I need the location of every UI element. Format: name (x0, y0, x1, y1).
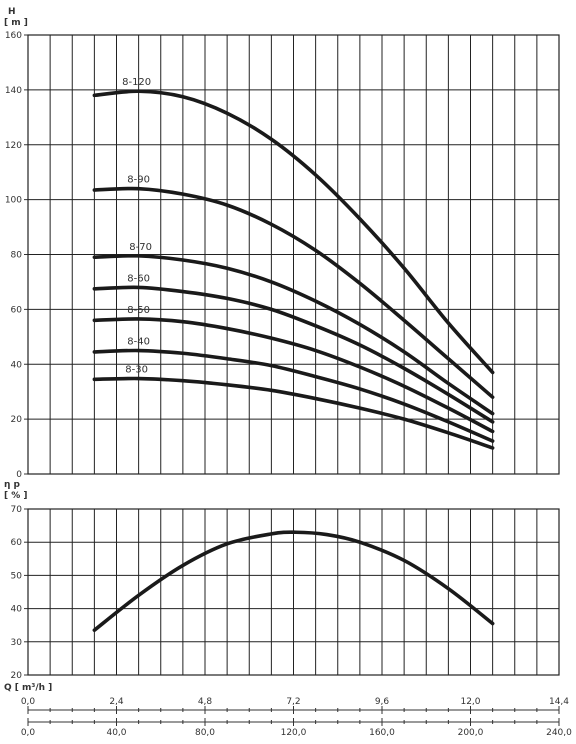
series-label: 8-60 (127, 273, 150, 284)
series-label: 8-90 (127, 175, 150, 186)
efficiency-plot: 20 30 40 50 60 70 (11, 505, 560, 681)
x-axes: 0,0 2,4 4,8 7,2 9,6 12,0 14,4 0,0 40,0 80,0 120,0 1… (21, 697, 572, 738)
head-ytick-label: 100 (5, 196, 22, 206)
head-ytick-label: 20 (11, 415, 23, 425)
lps-tick-label: 4,8 (198, 697, 213, 707)
series-label: 8-40 (127, 337, 150, 348)
series-label: 8-50 (127, 305, 150, 316)
m3h-tick-label: 0,0 (21, 728, 36, 738)
head-series-line (92, 376, 495, 450)
lps-tick-label: 14,4 (549, 697, 569, 707)
eff-ytick-label: 70 (11, 505, 23, 515)
m3h-tick-label: 240,0 (546, 728, 572, 738)
head-ytick-label: 0 (16, 470, 22, 480)
head-series-line (92, 253, 495, 416)
m3h-tick-label: 160,0 (369, 728, 395, 738)
lps-tick-label: 9,6 (375, 697, 390, 707)
lps-tick-label: 2,4 (109, 697, 124, 707)
m3h-tick-label: 120,0 (281, 728, 307, 738)
m3h-tick-label: 80,0 (195, 728, 215, 738)
head-axis-unit: [ m ] (4, 18, 28, 28)
flow-axis-label: Q [ m³/h ] (4, 683, 52, 693)
lps-tick-label: 12,0 (460, 697, 480, 707)
eff-ytick-label: 50 (11, 571, 23, 581)
head-ytick-label: 120 (5, 141, 22, 151)
eff-series-line (92, 530, 495, 632)
eff-ytick-label: 20 (11, 671, 23, 681)
series-label: 8-30 (125, 365, 148, 376)
lps-tick-label: 0,0 (21, 697, 36, 707)
efficiency-axis-label: η p (4, 480, 21, 490)
series-label: 8-70 (129, 242, 152, 253)
head-series-line (92, 89, 495, 375)
head-series-line (92, 317, 495, 434)
head-ytick-label: 80 (11, 251, 23, 261)
eff-ytick-label: 30 (11, 638, 23, 648)
head-ytick-label: 40 (11, 360, 23, 370)
head-axis-label: H (8, 7, 16, 17)
eff-ytick-label: 60 (11, 538, 23, 548)
head-plot: 0 20 40 60 80 100 120 140 160 8-120 8-90 8-70 8-60 8-… (5, 31, 560, 480)
head-ytick-label: 160 (5, 31, 22, 41)
head-series-line (92, 348, 495, 443)
lps-tick-label: 7,2 (286, 697, 300, 707)
series-label: 8-120 (122, 77, 151, 88)
head-frame (27, 34, 560, 475)
head-ytick-label: 60 (11, 305, 23, 315)
eff-ytick-label: 40 (11, 605, 23, 615)
head-series-line (92, 186, 495, 399)
head-series-line (92, 285, 495, 424)
m3h-tick-label: 40,0 (106, 728, 126, 738)
head-ytick-label: 140 (5, 86, 22, 96)
m3h-tick-label: 200,0 (458, 728, 484, 738)
efficiency-axis-unit: [ % ] (4, 491, 28, 501)
eff-frame (27, 508, 560, 676)
